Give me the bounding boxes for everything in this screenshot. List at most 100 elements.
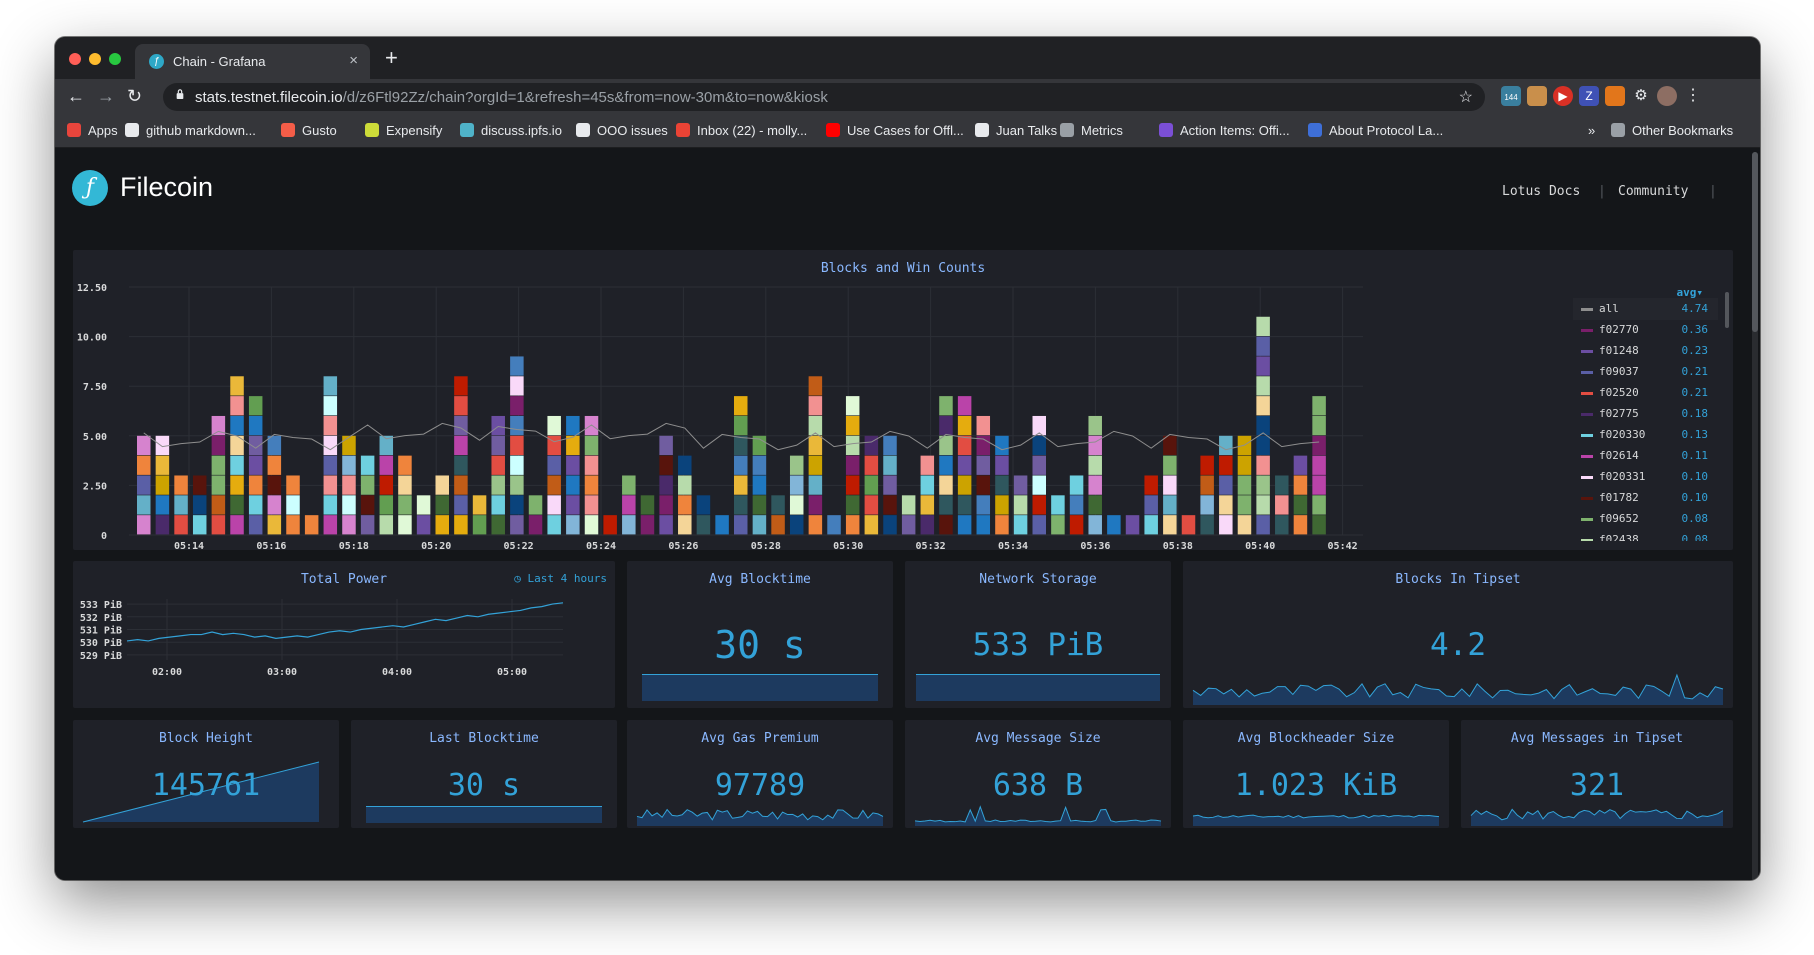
bookmark-item[interactable]: Apps — [67, 123, 118, 138]
bar-segment — [1107, 515, 1121, 535]
extension-youtube-icon[interactable]: ▶ — [1553, 86, 1573, 106]
close-window-button[interactable] — [69, 53, 81, 65]
extension-badge-icon[interactable]: 144 — [1501, 86, 1521, 106]
legend-item-f02614[interactable]: f02614 0.11 — [1573, 445, 1718, 467]
blocks-in-tipset-panel[interactable]: Blocks In Tipset 4.2 — [1183, 561, 1733, 708]
bar-segment — [957, 495, 972, 515]
bar-segment — [1088, 515, 1102, 535]
legend-item-f01782[interactable]: f01782 0.10 — [1573, 487, 1718, 509]
bar-segment — [472, 495, 487, 515]
bookmark-item[interactable]: About Protocol La... — [1308, 123, 1443, 138]
bar-segment — [976, 415, 991, 436]
bar-segment — [864, 455, 879, 475]
bar-segment — [435, 495, 449, 515]
bar-segment — [342, 455, 356, 475]
tab-close-icon[interactable]: × — [349, 52, 358, 69]
legend-item-f020330[interactable]: f020330 0.13 — [1573, 424, 1718, 446]
legend-scrollbar[interactable] — [1725, 292, 1729, 328]
legend-item-all[interactable]: all 4.74 — [1573, 298, 1718, 320]
bar-segment — [584, 495, 599, 515]
legend-item-f02520[interactable]: f02520 0.21 — [1573, 382, 1718, 404]
panel-title: Block Height — [159, 731, 253, 746]
total-power-panel[interactable]: Total Power ◷ Last 4 hours 529 PiB 530 Pi… — [73, 561, 615, 708]
bookmark-item[interactable]: Juan Talks — [975, 123, 1057, 138]
bookmark-item[interactable]: github markdown... — [125, 123, 256, 138]
bar-segment — [827, 515, 841, 535]
url-text[interactable]: stats.testnet.filecoin.io/d/z6Ftl92Zz/ch… — [195, 89, 828, 106]
last-blocktime-panel[interactable]: Last Blocktime 30 s — [351, 720, 617, 828]
browser-toolbar: ← → ↻ stats.testnet.filecoin.io/d/z6Ftl9… — [55, 79, 1760, 115]
minimize-window-button[interactable] — [89, 53, 101, 65]
legend-item-f020331[interactable]: f020331 0.10 — [1573, 466, 1718, 488]
bar-segment — [230, 396, 244, 416]
legend-swatch — [1581, 476, 1593, 479]
legend-item-f01248[interactable]: f01248 0.23 — [1573, 340, 1718, 362]
x-tick-label: 05:36 — [1080, 541, 1110, 550]
bar-segment — [1312, 455, 1326, 475]
bar-segment — [1256, 316, 1270, 336]
bar-segment — [771, 515, 785, 535]
page-scrollbar-thumb[interactable] — [1752, 152, 1758, 332]
address-bar[interactable]: stats.testnet.filecoin.io/d/z6Ftl92Zz/ch… — [163, 83, 1485, 111]
bookmark-item[interactable]: Expensify — [365, 123, 442, 138]
new-tab-button[interactable]: + — [385, 45, 398, 70]
bookmark-item[interactable]: discuss.ipfs.io — [460, 123, 562, 138]
avg-gas-premium-panel[interactable]: Avg Gas Premium 97789 — [627, 720, 893, 828]
lotus-docs-link[interactable]: Lotus Docs — [1502, 184, 1581, 199]
metamask-icon[interactable] — [1605, 86, 1625, 106]
tab-chain-grafana[interactable]: ƒ Chain - Grafana × — [135, 44, 370, 79]
bookmarks-overflow-button[interactable]: » — [1588, 123, 1596, 138]
community-link[interactable]: Community — [1618, 184, 1689, 199]
y-tick-label: 531 PiB — [80, 625, 122, 637]
reload-icon[interactable]: ↻ — [127, 86, 143, 106]
bookmark-item[interactable]: Inbox (22) - molly... — [676, 123, 807, 138]
bar-segment — [957, 415, 972, 436]
bookmark-favicon-icon — [1060, 123, 1074, 137]
bar-segment — [864, 495, 879, 515]
avg-message-size-panel[interactable]: Avg Message Size 638 B — [905, 720, 1171, 828]
legend-sort-avg[interactable]: avg▾ — [1676, 286, 1704, 299]
bar-segment — [323, 435, 338, 456]
bar-segment — [995, 515, 1009, 535]
legend-item-f02770[interactable]: f02770 0.36 — [1573, 319, 1718, 341]
bookmark-item[interactable]: Gusto — [281, 123, 337, 138]
bookmark-item[interactable]: Metrics — [1060, 123, 1123, 138]
extension-face-icon[interactable] — [1527, 86, 1547, 106]
legend-swatch — [1581, 308, 1593, 311]
avg-blocktime-panel[interactable]: Avg Blocktime 30 s — [627, 561, 893, 708]
bar-segment — [1032, 515, 1046, 535]
legend-item-f02775[interactable]: f02775 0.18 — [1573, 403, 1718, 425]
bar-segment — [845, 415, 860, 436]
profile-avatar[interactable] — [1657, 86, 1677, 106]
extension-z-icon[interactable]: Z — [1579, 86, 1599, 106]
time-override-badge[interactable]: ◷ Last 4 hours — [514, 572, 607, 585]
menu-kebab-icon[interactable]: ⋮ — [1685, 87, 1701, 104]
bar-segment — [1013, 475, 1028, 495]
bar-segment — [1256, 495, 1270, 515]
maximize-window-button[interactable] — [109, 53, 121, 65]
nav-separator: | — [1709, 184, 1717, 199]
bookmark-item[interactable]: OOO issues — [576, 123, 668, 138]
avg-blockheader-size-panel[interactable]: Avg Blockheader Size 1.023 KiB — [1183, 720, 1449, 828]
bookmark-item[interactable]: Use Cases for Offl... — [826, 123, 964, 138]
avg-messages-in-tipset-panel[interactable]: Avg Messages in Tipset 321 — [1461, 720, 1733, 828]
forward-icon[interactable]: → — [97, 86, 115, 106]
legend-item-f02438[interactable]: f02438 0.08 — [1573, 529, 1718, 541]
bar-segment — [491, 435, 505, 456]
page-scrollbar[interactable] — [1752, 152, 1758, 880]
blocks-win-counts-panel[interactable]: Blocks and Win Counts 0 2.50 5.00 7.50 10.00… — [73, 250, 1733, 550]
bar-segment — [696, 515, 711, 535]
back-icon[interactable]: ← — [67, 86, 85, 106]
bookmark-label: Juan Talks — [996, 123, 1058, 138]
filecoin-logo-icon: ƒ — [72, 170, 108, 206]
bookmark-item[interactable]: Action Items: Offi... — [1159, 123, 1290, 138]
other-bookmarks-folder[interactable]: Other Bookmarks — [1611, 123, 1733, 138]
legend-item-f09652[interactable]: f09652 0.08 — [1573, 508, 1718, 530]
network-storage-panel[interactable]: Network Storage 533 PiB — [905, 561, 1171, 708]
extensions-puzzle-icon[interactable]: ⚙ — [1634, 87, 1648, 104]
legend-item-f09037[interactable]: f09037 0.21 — [1573, 361, 1718, 383]
bookmark-star-icon[interactable]: ☆ — [1458, 89, 1473, 106]
block-height-panel[interactable]: Block Height 145761 — [73, 720, 339, 828]
bar-segment — [323, 495, 338, 515]
bar-segment — [1237, 495, 1252, 515]
